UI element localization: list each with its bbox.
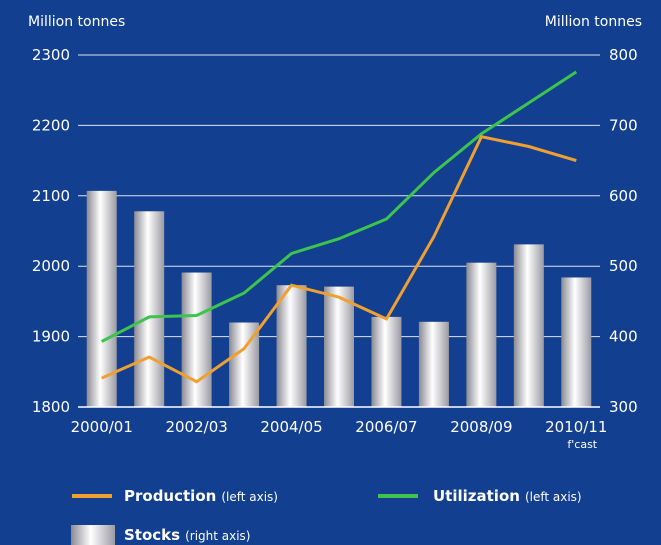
stocks-bar (134, 211, 165, 407)
left-tick-label: 2000 (32, 257, 70, 275)
x-tick-label: 2008/09 (450, 418, 512, 436)
stocks-bar (324, 286, 354, 407)
stocks-bars (86, 190, 592, 407)
legend-series-name: Utilization (433, 487, 520, 505)
axes: 1800 1900 2000 2100 2200 2300 300 400 500 600 700 8… (32, 46, 638, 451)
x-tick-label: 2004/05 (260, 418, 322, 436)
left-tick-label: 2200 (32, 116, 70, 134)
stocks-bar (86, 190, 117, 407)
stocks-legend-swatch (71, 525, 115, 545)
x-tick-label: 2010/11 (545, 418, 607, 436)
stocks-bar (513, 244, 544, 407)
legend-entry-stocks: Stocks (right axis) (124, 526, 251, 544)
legend-series-name: Stocks (124, 526, 180, 544)
right-tick-label: 800 (609, 46, 638, 64)
right-tick-label: 600 (609, 187, 638, 205)
stocks-bar (181, 272, 212, 407)
stocks-bar (466, 262, 497, 407)
left-tick-label: 2300 (32, 46, 70, 64)
x-tick-label: 2006/07 (355, 418, 417, 436)
legend-series-note: (left axis) (525, 490, 582, 504)
legend-series-note: (left axis) (221, 490, 278, 504)
legend-entry-utilization: Utilization (left axis) (433, 487, 582, 505)
left-tick-label: 2100 (32, 187, 70, 205)
legend-series-note: (right axis) (185, 529, 250, 543)
legend-entry-production: Production (left axis) (124, 487, 278, 505)
stocks-bar (561, 277, 592, 407)
stocks-bar (418, 321, 449, 407)
right-axis-label: Million tonnes (545, 14, 642, 30)
utilization-line (101, 70, 578, 343)
series-lines (101, 70, 578, 384)
legend: Production (left axis) Utilization (left ax… (71, 487, 582, 545)
x-tick-label: 2002/03 (165, 418, 227, 436)
stocks-bar (276, 285, 307, 407)
gridlines (78, 54, 600, 338)
left-axis-label: Million tonnes (28, 14, 125, 30)
left-tick-label: 1800 (32, 398, 70, 416)
right-tick-label: 400 (609, 328, 638, 346)
x-tick-sublabel: f'cast (567, 438, 597, 451)
right-tick-label: 500 (609, 257, 638, 275)
x-tick-label: 2000/01 (71, 418, 133, 436)
left-tick-label: 1900 (32, 328, 70, 346)
right-tick-label: 300 (609, 398, 638, 416)
right-tick-label: 700 (609, 116, 638, 134)
stocks-bar (371, 316, 402, 407)
production-line (101, 134, 577, 384)
legend-series-name: Production (124, 487, 216, 505)
